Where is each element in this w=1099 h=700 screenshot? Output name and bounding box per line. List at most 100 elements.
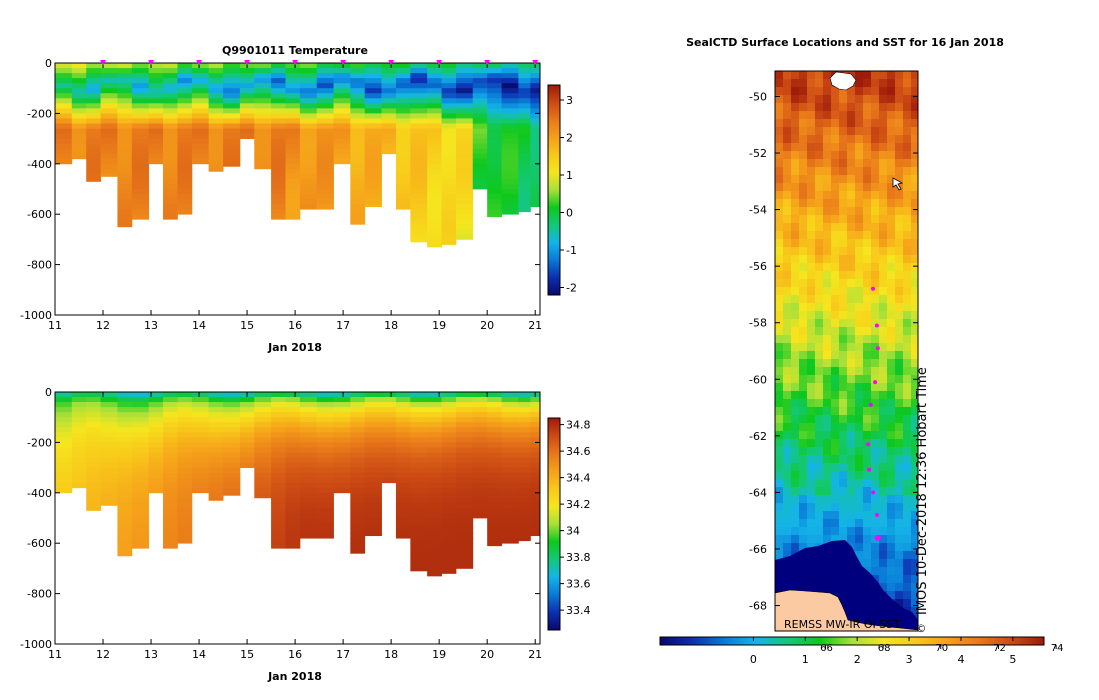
- sst-cell: [863, 479, 872, 488]
- profile-cell: [131, 502, 150, 509]
- sst-cell: [831, 455, 840, 464]
- profile-cell: [316, 487, 334, 494]
- sst-cell: [911, 327, 918, 336]
- sst-cell: [783, 255, 792, 264]
- profile-cell: [271, 447, 286, 453]
- profile-cell: [223, 392, 241, 398]
- profile-cell: [501, 467, 519, 474]
- profile-cell: [441, 548, 457, 554]
- profile-cell: [131, 204, 150, 210]
- x-tick-label: 20: [480, 319, 494, 332]
- profile-cell: [285, 543, 301, 549]
- profile-cell: [163, 528, 178, 534]
- profile-cell: [472, 462, 488, 468]
- sst-cell: [879, 447, 888, 456]
- profile-cell: [239, 437, 255, 443]
- colorbar-tick-label: 34.6: [566, 445, 591, 458]
- sst-cell: [815, 79, 824, 88]
- profile-cell: [501, 178, 519, 185]
- sst-cell: [855, 527, 864, 536]
- sst-cell: [847, 351, 856, 360]
- profile-cell: [71, 153, 87, 160]
- profile-cell: [285, 158, 301, 165]
- profile-cell: [455, 133, 474, 139]
- profile-cell: [100, 133, 118, 139]
- sst-cell: [839, 151, 848, 160]
- profile-cell: [299, 148, 318, 155]
- sst-cell: [879, 407, 888, 416]
- profile-cell: [455, 392, 474, 398]
- profile-cell: [254, 407, 272, 413]
- profile-cell: [100, 467, 118, 474]
- profile-cell: [208, 462, 224, 468]
- profile-cell: [410, 214, 428, 220]
- profile-cell: [163, 163, 178, 170]
- profile-cell: [271, 138, 286, 145]
- sst-cell: [799, 191, 808, 200]
- sst-cell: [847, 127, 856, 136]
- sst-cell: [815, 271, 824, 280]
- profile-cell: [530, 123, 541, 129]
- profile-cell: [299, 163, 318, 170]
- sst-cell: [879, 287, 888, 296]
- profile-cell: [163, 103, 178, 109]
- sst-cell: [911, 479, 918, 488]
- profile-cell: [518, 123, 531, 129]
- profile-cell: [472, 158, 488, 165]
- profile-cell: [285, 133, 301, 139]
- sst-cell: [831, 127, 840, 136]
- sst-cell: [815, 119, 824, 128]
- sst-cell: [887, 247, 896, 256]
- profile-cell: [208, 472, 224, 479]
- sst-cell: [895, 479, 904, 488]
- profile-cell: [117, 103, 133, 109]
- profile-cell: [427, 133, 442, 139]
- profile-cell: [163, 214, 178, 220]
- profile-cell: [148, 148, 164, 155]
- sst-cell: [823, 367, 832, 376]
- profile-cell: [208, 78, 224, 84]
- profile-cell: [254, 83, 272, 89]
- profile-cell: [177, 163, 193, 170]
- seal-position: [874, 323, 879, 328]
- profile-cell: [223, 437, 241, 443]
- y-tick-label: -1000: [20, 638, 52, 651]
- profile-cell: [350, 492, 366, 499]
- sst-cell: [879, 167, 888, 176]
- sst-cell: [863, 423, 872, 432]
- sst-cell: [911, 279, 918, 288]
- sst-cell: [903, 127, 912, 136]
- sst-cell: [863, 527, 872, 536]
- profile-cell: [208, 68, 224, 74]
- sst-cell: [903, 559, 912, 568]
- profile-cell: [350, 457, 366, 463]
- sst-cell: [791, 335, 800, 344]
- profile-cell: [55, 427, 73, 433]
- sst-cell: [863, 391, 872, 400]
- profile-cell: [364, 173, 382, 180]
- sst-cell: [903, 135, 912, 144]
- sst-cell: [887, 127, 896, 136]
- sst-cell: [815, 495, 824, 504]
- profile-cell: [271, 209, 286, 215]
- profile-cell: [316, 173, 334, 180]
- profile-cell: [271, 487, 286, 494]
- profile-cell: [487, 452, 502, 458]
- sst-cell: [823, 239, 832, 248]
- sst-cell: [847, 199, 856, 208]
- profile-cell: [427, 128, 442, 134]
- profile-cell: [381, 422, 397, 428]
- profile-cell: [271, 143, 286, 150]
- profile-cell: [208, 417, 224, 423]
- profile-cell: [191, 113, 210, 119]
- sst-cell: [799, 247, 808, 256]
- sst-cell: [879, 327, 888, 336]
- profile-cell: [163, 189, 178, 195]
- x-tick-label: 13: [144, 319, 158, 332]
- profile-cell: [427, 487, 442, 494]
- profile-cell: [427, 422, 442, 428]
- sst-cell: [839, 119, 848, 128]
- profile-cell: [191, 427, 210, 433]
- sst-cell: [799, 111, 808, 120]
- sst-cell: [863, 343, 872, 352]
